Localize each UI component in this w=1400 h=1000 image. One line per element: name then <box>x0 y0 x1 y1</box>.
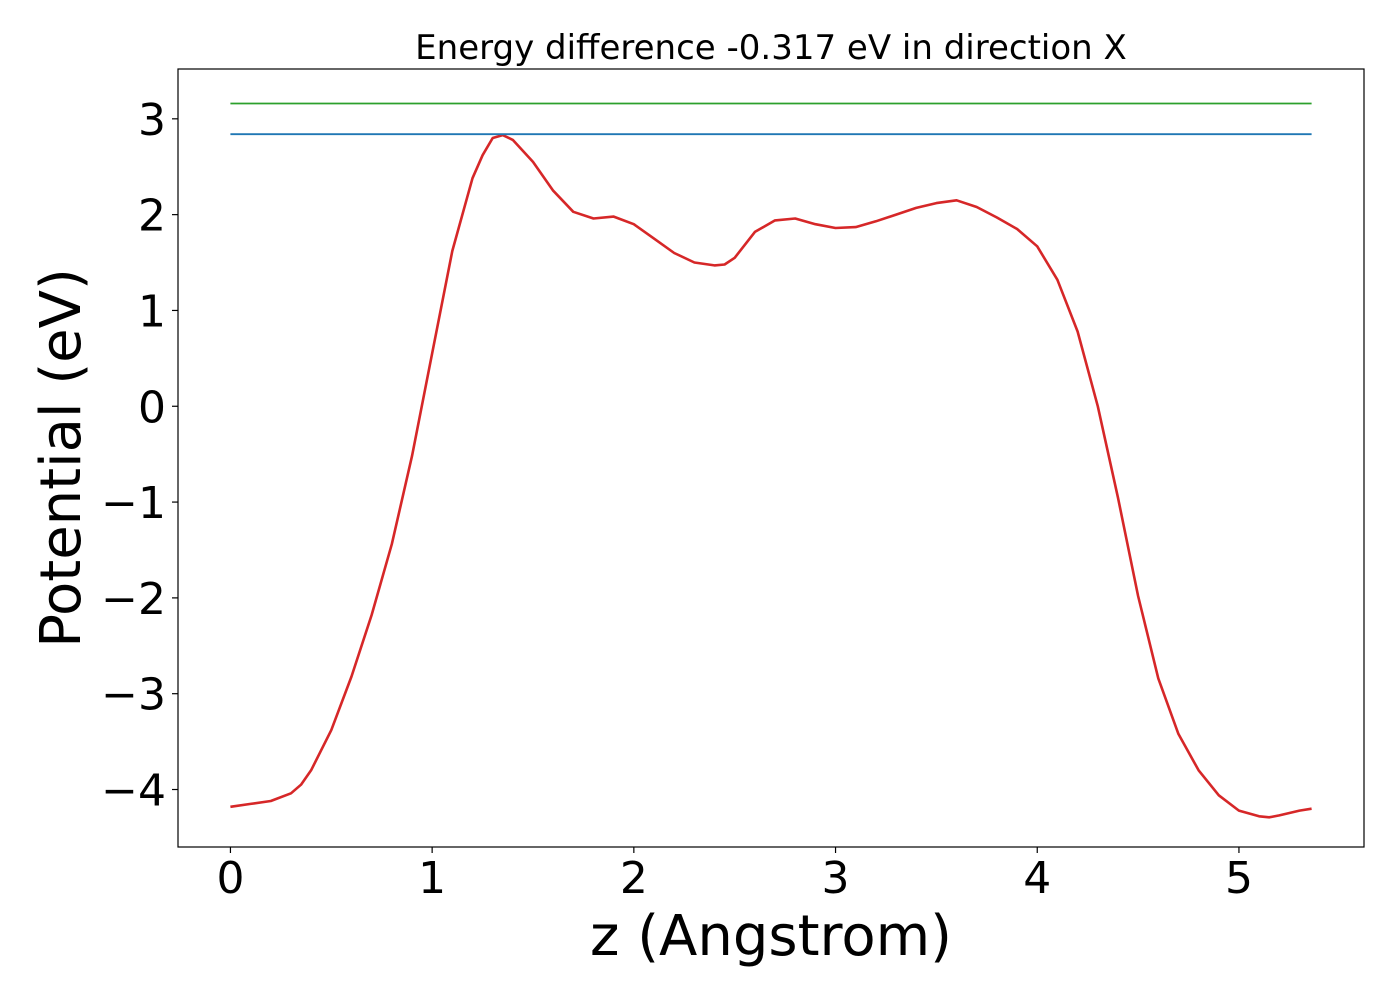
series-layer <box>230 102 1312 819</box>
y-axis-label: Potential (eV) <box>29 268 94 648</box>
plot-frame <box>177 68 1365 848</box>
x-tick-label: 5 <box>1225 853 1253 904</box>
x-tick-label: 2 <box>620 853 648 904</box>
y-tick-label: −2 <box>101 574 166 625</box>
y-tick-label: −4 <box>101 766 166 817</box>
x-axis-label: z (Angstrom) <box>590 904 952 969</box>
y-tick-label: 3 <box>138 95 166 146</box>
y-tick-label: −1 <box>101 478 166 529</box>
x-tick-label: 1 <box>418 853 446 904</box>
y-tick-label: 2 <box>138 191 166 242</box>
y-tick-label: −3 <box>101 670 166 721</box>
x-ticks: 0 1 2 3 4 5 <box>216 847 1253 904</box>
series-line-0 <box>230 133 1312 819</box>
y-ticks: 3 2 1 0 −1 −2 −3 −4 <box>101 95 178 817</box>
x-tick-label: 0 <box>216 853 244 904</box>
x-tick-label: 4 <box>1023 853 1051 904</box>
y-tick-label: 1 <box>138 286 166 337</box>
x-tick-label: 3 <box>822 853 850 904</box>
chart-title: Energy difference -0.317 eV in direction… <box>415 28 1127 68</box>
y-tick-label: 0 <box>138 382 166 433</box>
